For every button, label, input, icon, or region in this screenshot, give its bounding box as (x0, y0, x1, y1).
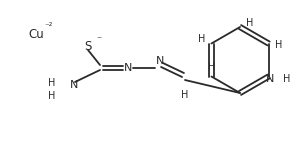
Text: H: H (275, 40, 282, 51)
Text: N: N (266, 73, 274, 84)
Text: ⁻²: ⁻² (44, 22, 52, 31)
Text: H: H (283, 73, 290, 84)
Text: H: H (208, 62, 215, 73)
Text: H: H (181, 90, 189, 100)
Text: N: N (70, 80, 78, 90)
Text: H: H (198, 34, 205, 45)
Text: H: H (48, 78, 56, 88)
Text: H: H (48, 91, 56, 101)
Text: Cu: Cu (28, 28, 44, 41)
Text: H: H (246, 18, 254, 28)
Text: ⁻: ⁻ (96, 35, 101, 45)
Text: N: N (124, 63, 132, 73)
Text: N: N (156, 56, 164, 66)
Text: S: S (84, 40, 92, 53)
